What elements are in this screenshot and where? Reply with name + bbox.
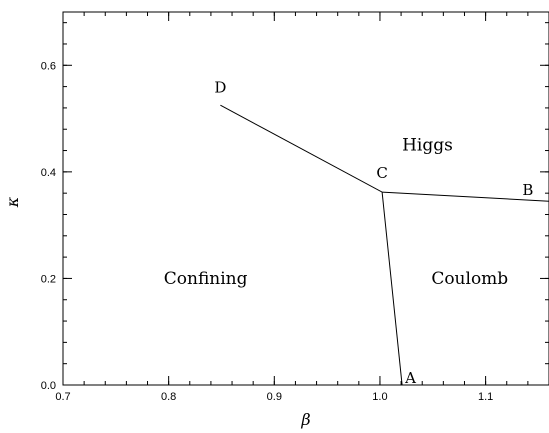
y-tick-label: 0.4 xyxy=(41,167,56,179)
x-tick-label: 0.9 xyxy=(267,391,282,403)
x-tick-labels: 0.7 0.8 0.9 1.0 1.1 xyxy=(55,391,493,403)
plot-frame xyxy=(63,12,549,385)
point-label-b: B xyxy=(522,181,533,199)
y-tick-labels: 0.0 0.2 0.4 0.6 xyxy=(41,60,56,392)
y-tick-label: 0.2 xyxy=(41,273,56,285)
point-labels: D C B A xyxy=(214,78,533,387)
major-ticks xyxy=(63,12,549,385)
y-tick-label: 0.6 xyxy=(41,60,56,72)
region-label-coulomb: Coulomb xyxy=(431,269,508,289)
x-axis-label: β xyxy=(300,410,310,429)
phase-boundary-line xyxy=(382,192,402,385)
x-tick-label: 0.7 xyxy=(55,391,70,403)
minor-ticks xyxy=(63,12,549,385)
x-tick-label: 0.8 xyxy=(161,391,176,403)
region-label-higgs: Higgs xyxy=(402,136,453,156)
x-tick-label: 1.0 xyxy=(372,391,387,403)
y-tick-label: 0.0 xyxy=(41,380,56,392)
region-labels: Higgs Confining Coulomb xyxy=(164,136,509,289)
point-label-a: A xyxy=(404,369,416,387)
point-label-c: C xyxy=(376,164,387,182)
point-label-d: D xyxy=(214,78,226,96)
phase-boundary-line xyxy=(220,105,382,192)
x-tick-label: 1.1 xyxy=(478,391,493,403)
y-axis-label: κ xyxy=(3,196,22,208)
phase-boundary-lines xyxy=(220,105,549,385)
region-label-confining: Confining xyxy=(164,269,248,289)
